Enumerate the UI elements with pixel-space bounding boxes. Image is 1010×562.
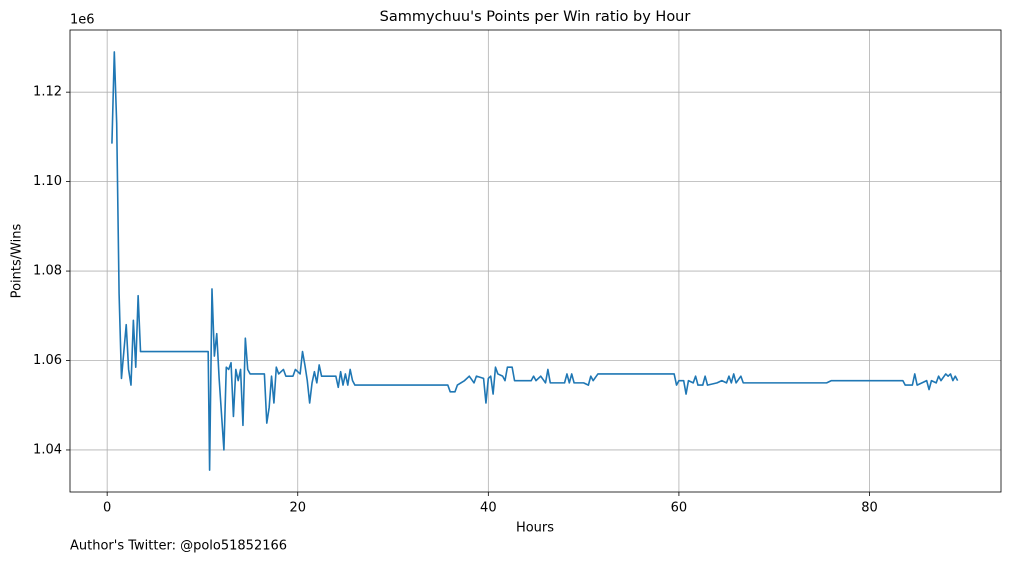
y-tick-label: 1.10 [33,174,62,189]
y-tick-label: 1.08 [33,264,62,279]
plot-frame [69,29,1002,493]
x-tick-label: 0 [103,501,111,516]
data-line [111,51,959,471]
y-tick-label: 1.04 [33,442,62,457]
x-axis-label: Hours [516,521,554,536]
y-axis-label: Points/Wins [10,223,25,298]
y-tick-label: 1.06 [33,353,62,368]
x-tick-label: 80 [861,501,878,516]
x-tick-label: 20 [289,501,306,516]
x-tick-label: 40 [480,501,497,516]
y-offset-label: 1e6 [70,13,95,28]
y-tick-label: 1.12 [33,85,62,100]
chart-title: Sammychuu's Points per Win ratio by Hour [380,9,691,25]
x-tick-label: 60 [671,501,688,516]
footnote: Author's Twitter: @polo51852166 [70,539,287,554]
